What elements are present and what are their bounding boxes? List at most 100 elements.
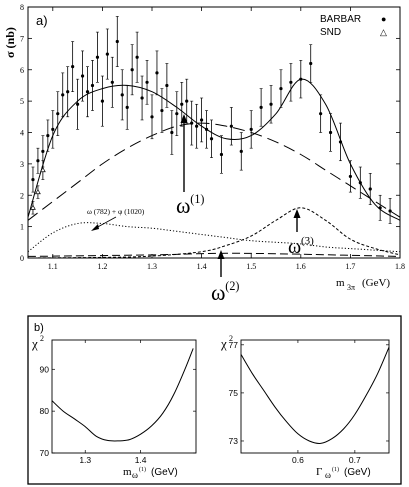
omega782-phi1020-label: ω (782) + φ (1020) (87, 207, 145, 216)
data-point-barbar (204, 127, 209, 131)
y-tick-label: 6 (20, 66, 24, 75)
x-axis-label-unit: (GeV) (344, 467, 371, 478)
arrow-omega2-head (217, 250, 225, 259)
curve-omega2 (27, 252, 401, 257)
data-point-barbar (279, 86, 283, 91)
x-axis-label-sub: ω (325, 470, 331, 480)
x-axis-label-sup: (1) (332, 466, 339, 473)
data-point-barbar (90, 83, 95, 88)
data-point-barbar (36, 159, 40, 163)
data-point-barbar (165, 83, 169, 88)
x-tick-label: 1.5 (246, 262, 256, 271)
data-point-barbar (289, 80, 293, 84)
x-tick-label: 1.4 (135, 455, 147, 465)
data-point-barbar (219, 152, 224, 157)
data-point-barbar (130, 68, 134, 72)
data-point-barbar (66, 90, 70, 94)
panel-a-frame (27, 6, 401, 259)
data-point-snd (39, 166, 46, 173)
y-tick-label: 2 (20, 191, 24, 200)
omega782-phi1020-pointer-head (91, 224, 99, 231)
x-axis-label-unit: (GeV) (151, 467, 178, 478)
data-point-barbar (195, 124, 199, 128)
data-point-barbar (80, 74, 85, 78)
y-axis-label-sup: 2 (40, 334, 44, 343)
data-point-barbar (229, 124, 233, 128)
omega2-sup: (2) (225, 279, 239, 293)
panel-b-frame (27, 315, 402, 485)
data-point-barbar (338, 140, 343, 144)
data-point-barbar (160, 108, 164, 113)
data-point-barbar (239, 149, 243, 153)
data-point-barbar (100, 99, 104, 103)
omega2-label: ω (211, 280, 225, 305)
x-tick-label: 1.8 (395, 262, 405, 271)
panel-a-xlabel: m 3π (GeV) (336, 277, 390, 292)
data-point-barbar (309, 61, 313, 66)
panel-b-label: b) (34, 322, 44, 334)
x-axis-label-sup: (1) (139, 466, 146, 473)
data-point-barbar (259, 105, 263, 109)
legend: BARBAR ● SND △ (320, 14, 387, 38)
x-tick-label: 1.6 (296, 262, 306, 271)
data-point-barbar (76, 102, 80, 106)
data-point-barbar (209, 137, 214, 141)
omega3-label: ω (288, 236, 301, 258)
panel-a-curves (27, 78, 401, 259)
omega1-sup: (1) (190, 192, 204, 206)
panel-a-xlabel-unit: (GeV) (362, 277, 390, 289)
data-point-barbar (368, 187, 372, 191)
x-axis-label: Γ (316, 466, 322, 478)
panel-a-ylabel: σ (nb) (3, 27, 17, 58)
data-point-barbar (135, 55, 139, 59)
chi2-curve (51, 348, 194, 442)
panel-a-label: a) (36, 13, 48, 28)
y-tick-label: 80 (40, 406, 50, 416)
curve-fit (27, 78, 401, 221)
subplot-frame (51, 339, 197, 454)
omega1-label: ω (176, 193, 190, 218)
y-tick-label: 0 (20, 254, 24, 263)
data-point-snd (30, 204, 36, 210)
panel-a-points (30, 16, 392, 224)
y-tick-label: 73 (229, 436, 239, 446)
x-axis-label-sub: ω (132, 470, 138, 480)
y-tick-label: 7 (20, 34, 24, 43)
data-point-barbar (145, 80, 149, 84)
chi2-vs-width-plot: 0.6 0.7 73 75 77χ 2 Γ ω (1) (GeV) (220, 334, 390, 480)
data-point-barbar (110, 80, 114, 84)
y-tick-label: 90 (40, 364, 50, 374)
data-point-barbar (269, 102, 273, 106)
omega3-sup: (3) (301, 235, 314, 247)
data-point-barbar (378, 206, 382, 210)
panel-a-ticks: 1.1 1.2 1.3 1.4 1.5 1.6 1.7 1.8 0 1 2 3 4 5 6 7 8 (20, 3, 405, 271)
y-tick-label: 75 (229, 388, 239, 398)
y-tick-label: 1 (20, 223, 24, 232)
y-tick-label: 77 (229, 340, 239, 350)
x-tick-label: 1.3 (79, 455, 91, 465)
x-tick-label: 0.7 (349, 455, 361, 465)
data-point-barbar (140, 96, 144, 100)
data-point-barbar (348, 174, 352, 179)
data-point-barbar (56, 112, 60, 116)
data-point-barbar (71, 65, 75, 69)
data-point-barbar (388, 209, 392, 213)
data-point-barbar (155, 71, 159, 75)
panel-a: a) 1.1 1.2 1.3 1.4 1.5 1.6 1.7 1.8 0 1 2 3 4 5 6 7 8 BAR… (3, 3, 405, 305)
chi2-curve (240, 347, 390, 444)
data-point-barbar (150, 115, 154, 119)
y-tick-label: 5 (20, 97, 24, 106)
data-point-barbar (328, 130, 333, 135)
legend-marker-barbar: ● (381, 14, 386, 24)
legend-entry-barbar: BARBAR (320, 14, 361, 25)
y-axis-label: χ (31, 336, 38, 351)
data-point-barbar (115, 39, 119, 44)
chi2-vs-mass-plot: 1.3 1.4 70 80 90 χ 2 m ω (1) (GeV) (31, 334, 197, 480)
data-point-barbar (46, 134, 50, 138)
x-tick-label: 0.6 (292, 455, 304, 465)
x-tick-label: 1.1 (48, 262, 58, 271)
x-tick-label: 1.4 (197, 262, 207, 271)
data-point-barbar (51, 127, 55, 131)
panel-a-xlabel-sub: 3π (347, 283, 355, 292)
